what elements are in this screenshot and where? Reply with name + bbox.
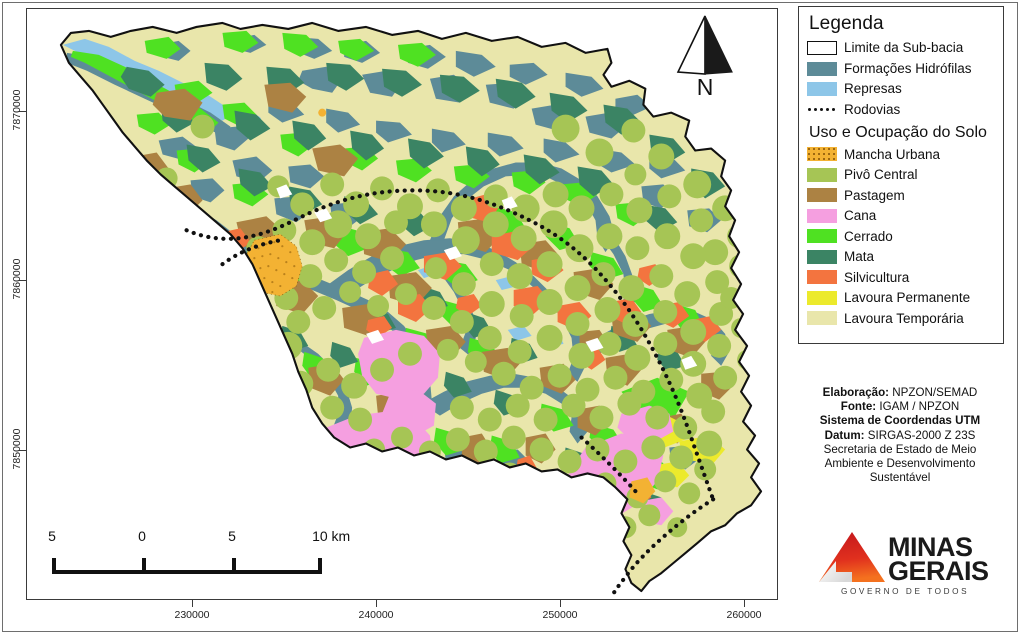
credit-label: Fonte: bbox=[840, 400, 877, 414]
x-tick-label: 260000 bbox=[726, 609, 762, 621]
credit-label: Datum: bbox=[824, 428, 865, 442]
legend-item-label: Mancha Urbana bbox=[844, 146, 941, 162]
color-swatch-icon bbox=[807, 167, 837, 182]
y-tick-label: 7860000 bbox=[11, 258, 23, 300]
color-swatch-icon bbox=[807, 311, 837, 326]
x-tick bbox=[376, 600, 377, 607]
legend-item-label: Represas bbox=[844, 81, 902, 97]
credit-value: SIRGAS-2000 Z 23S bbox=[867, 428, 976, 442]
legend-item-pivo-central[interactable]: Pivô Central bbox=[807, 165, 995, 186]
rectangle-outline-icon bbox=[807, 41, 837, 56]
layer-unclassified bbox=[276, 184, 698, 370]
credit-line-secretaria-3: Sustentável bbox=[869, 471, 931, 485]
y-tick bbox=[19, 111, 26, 112]
x-tick-label: 240000 bbox=[358, 609, 394, 621]
legend-item-label: Formações Hidrófilas bbox=[844, 60, 972, 76]
legend-item-label: Mata bbox=[844, 249, 875, 265]
color-swatch-icon bbox=[807, 61, 837, 76]
color-swatch-icon bbox=[807, 249, 837, 264]
map-layers bbox=[59, 21, 763, 599]
legend-item-label: Limite da Sub-bacia bbox=[844, 40, 964, 56]
credit-line-secretaria-1: Secretaria de Estado de Meio bbox=[823, 442, 977, 456]
north-arrow: N bbox=[668, 14, 742, 106]
dotted-line-icon bbox=[807, 103, 837, 117]
layer-rodovias bbox=[184, 188, 716, 599]
x-tick bbox=[192, 600, 193, 607]
logo-line1: MINAS bbox=[888, 532, 973, 562]
color-swatch-icon bbox=[807, 290, 837, 305]
x-tick-label: 250000 bbox=[542, 609, 578, 621]
legend-item-represas[interactable]: Represas bbox=[807, 79, 995, 100]
scale-label: 5 bbox=[228, 528, 236, 544]
y-tick bbox=[19, 280, 26, 281]
legend-item-cerrado[interactable]: Cerrado bbox=[807, 226, 995, 247]
legend-item-label: Silvicultura bbox=[844, 269, 910, 285]
scale-bar: 5 0 5 10 km bbox=[34, 528, 350, 590]
north-arrow-icon bbox=[676, 15, 733, 75]
y-axis: 7870000 7860000 7850000 bbox=[0, 8, 26, 600]
legend-item-label: Lavoura Temporária bbox=[844, 310, 964, 326]
scale-tick bbox=[142, 558, 146, 574]
color-swatch-icon bbox=[807, 147, 837, 162]
legend-title: Legenda bbox=[809, 13, 884, 34]
credits-block: Elaboração: NPZON/SEMAD Fonte: IGAM / NP… bbox=[792, 386, 1008, 485]
credit-line-datum: Datum: SIRGAS-2000 Z 23S bbox=[792, 429, 1008, 443]
color-swatch-icon bbox=[807, 188, 837, 203]
layer-limite-sub-bacia bbox=[59, 21, 763, 593]
legend-subtitle: Uso e Ocupação do Solo bbox=[809, 123, 987, 141]
x-tick bbox=[744, 600, 745, 607]
legend-item-silvicultura[interactable]: Silvicultura bbox=[807, 267, 995, 288]
credit-line-sistema: Sistema de Coordendas UTM bbox=[819, 414, 981, 428]
legend-panel: Legenda Limite da Sub-bacia Formações Hi… bbox=[798, 6, 1004, 344]
scale-label: 10 km bbox=[312, 528, 351, 544]
logo-tagline: GOVERNO DE TODOS bbox=[841, 587, 969, 596]
scale-tick bbox=[52, 558, 56, 574]
credit-line-elaboracao: Elaboração: NPZON/SEMAD bbox=[792, 386, 1008, 400]
color-swatch-icon bbox=[807, 270, 837, 285]
legend-item-pastagem[interactable]: Pastagem bbox=[807, 185, 995, 206]
north-arrow-label: N bbox=[696, 74, 714, 100]
legend-item-lavoura-temporaria[interactable]: Lavoura Temporária bbox=[807, 308, 995, 329]
minas-gerais-logo-icon: MINAS GERAIS GOVERNO DE TODOS bbox=[819, 532, 989, 596]
y-tick-label: 7850000 bbox=[11, 428, 23, 470]
legend-item-label: Cerrado bbox=[844, 228, 893, 244]
x-tick bbox=[560, 600, 561, 607]
scale-bar-line bbox=[52, 570, 322, 574]
legend-item-label: Pastagem bbox=[844, 187, 905, 203]
scale-tick bbox=[318, 558, 322, 574]
x-tick-label: 230000 bbox=[174, 609, 210, 621]
scale-label: 0 bbox=[138, 528, 146, 544]
map-frame[interactable] bbox=[26, 8, 778, 600]
credit-value: IGAM / NPZON bbox=[879, 400, 960, 414]
legend-item-lavoura-permanente[interactable]: Lavoura Permanente bbox=[807, 288, 995, 309]
credit-label: Elaboração: bbox=[822, 386, 890, 399]
legend-item-limite-sub-bacia[interactable]: Limite da Sub-bacia bbox=[807, 38, 995, 59]
y-tick-label: 7870000 bbox=[11, 89, 23, 131]
color-swatch-icon bbox=[807, 208, 837, 223]
legend-item-label: Pivô Central bbox=[844, 167, 918, 183]
logo-line2: GERAIS bbox=[888, 556, 989, 586]
legend-item-label: Cana bbox=[844, 208, 877, 224]
legend-item-mata[interactable]: Mata bbox=[807, 247, 995, 268]
scale-label: 5 bbox=[48, 528, 56, 544]
credit-value: NPZON/SEMAD bbox=[892, 386, 978, 399]
y-tick bbox=[19, 450, 26, 451]
x-axis: 230000 240000 250000 260000 bbox=[26, 600, 778, 630]
scale-tick bbox=[232, 558, 236, 574]
minas-gerais-logo: MINAS GERAIS GOVERNO DE TODOS bbox=[812, 528, 992, 600]
legend-item-label: Lavoura Permanente bbox=[844, 290, 971, 306]
legend-item-rodovias[interactable]: Rodovias bbox=[807, 99, 995, 120]
map-canvas[interactable] bbox=[27, 9, 777, 599]
color-swatch-icon bbox=[807, 229, 837, 244]
legend-item-formacoes-hidrofilas[interactable]: Formações Hidrófilas bbox=[807, 58, 995, 79]
color-swatch-icon bbox=[807, 82, 837, 97]
legend-item-cana[interactable]: Cana bbox=[807, 206, 995, 227]
credit-line-fonte: Fonte: IGAM / NPZON bbox=[792, 400, 1008, 414]
credit-line-secretaria-2: Ambiente e Desenvolvimento bbox=[824, 457, 976, 471]
legend-item-label: Rodovias bbox=[844, 101, 901, 117]
legend-item-mancha-urbana[interactable]: Mancha Urbana bbox=[807, 144, 995, 165]
